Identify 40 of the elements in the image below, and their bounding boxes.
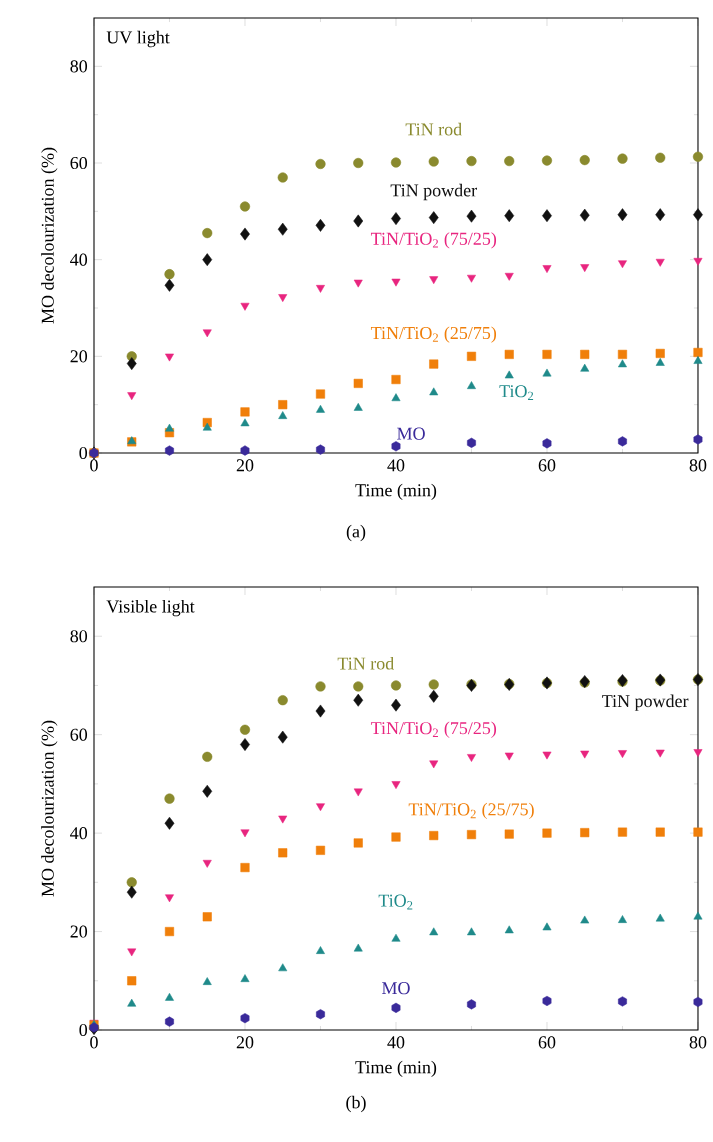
series-label: TiN powder	[390, 183, 477, 201]
x-tick-label: 80	[689, 459, 707, 472]
text: (b)	[346, 1095, 366, 1113]
y-axis-title: MO decolourization (%)	[41, 720, 58, 897]
series-label: TiN/TiO$_{2}$ (25/75)	[371, 326, 497, 343]
x-tick-label: 0	[90, 459, 98, 472]
text: Visible light	[106, 599, 195, 617]
y-tick-label: 40	[70, 253, 88, 266]
series-label: TiO$_{2}$	[499, 385, 534, 400]
y-tick-label: 60	[70, 156, 88, 170]
x-tick-label: 20	[236, 459, 254, 472]
y-tick-label: 20	[70, 350, 88, 363]
y-tick-label: 0	[79, 1023, 88, 1037]
series-label: TiN powder	[602, 694, 689, 711]
x-axis-title: Time (min)	[355, 483, 437, 500]
y-tick-label: 60	[70, 728, 88, 741]
x-tick-label: 40	[387, 459, 405, 472]
series-label: TiO$_{2}$	[378, 894, 413, 910]
y-tick-label: 40	[70, 827, 88, 840]
y-tick-label: 0	[79, 446, 88, 460]
x-tick-label: 80	[689, 1036, 707, 1049]
x-tick-label: 0	[90, 1036, 98, 1049]
series-label: TiN/TiO$_{2}$ (75/25)	[371, 721, 497, 738]
x-tick-label: 40	[387, 1036, 405, 1049]
series-label: TiN/TiO$_{2}$ (25/75)	[408, 802, 534, 820]
x-tick-label: 60	[538, 1036, 556, 1049]
text: UV light	[106, 30, 170, 48]
y-tick-label: 80	[70, 630, 88, 643]
y-tick-label: 20	[70, 925, 88, 938]
series-label: TiN/TiO$_{2}$ (75/25)	[371, 232, 497, 249]
series-label: MO	[397, 427, 425, 440]
y-tick-label: 80	[70, 60, 88, 73]
text: (a)	[346, 524, 366, 542]
x-axis-title: Time (min)	[355, 1060, 437, 1077]
y-axis-title: MO decolourization (%)	[41, 147, 58, 324]
series-label: TiN rod	[405, 122, 462, 136]
x-tick-label: 60	[538, 459, 556, 472]
x-tick-label: 20	[236, 1036, 254, 1049]
series-label: MO	[382, 982, 410, 995]
series-label: TiN rod	[337, 656, 394, 670]
